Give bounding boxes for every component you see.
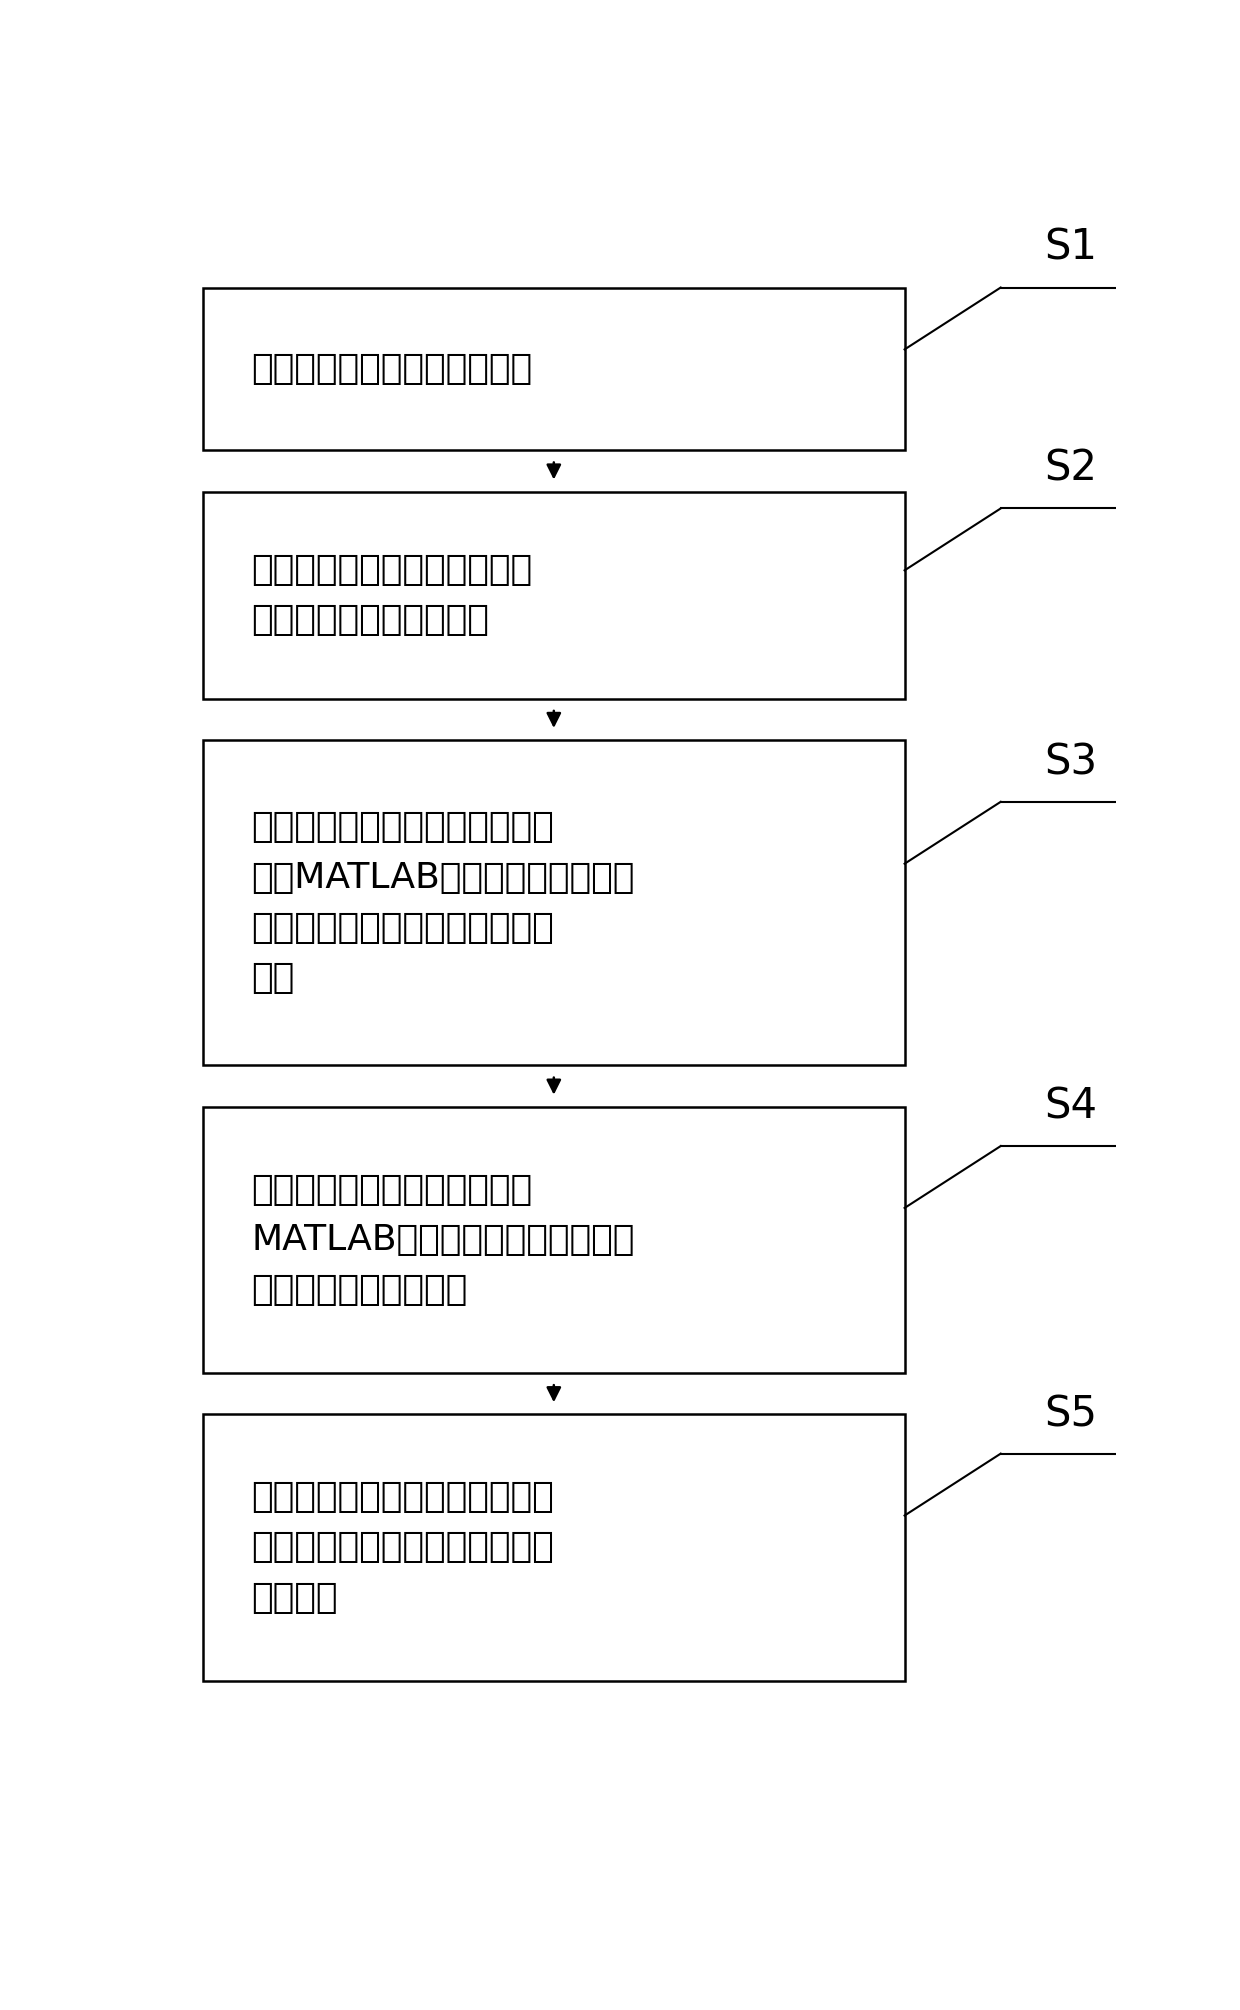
Text: 依据所述三维数据，建立所述
拟建设线路区的三维模型: 依据所述三维数据，建立所述 拟建设线路区的三维模型 — [250, 553, 532, 637]
Text: S4: S4 — [1044, 1085, 1097, 1128]
Bar — [203, 1415, 904, 1680]
Bar — [203, 740, 904, 1065]
Text: 获取拟建设线路区的三维数据: 获取拟建设线路区的三维数据 — [250, 352, 532, 386]
Bar — [203, 287, 904, 450]
Text: S3: S3 — [1044, 742, 1097, 784]
Text: S1: S1 — [1044, 227, 1097, 269]
Bar — [203, 1108, 904, 1373]
Text: 将所述三维模型以及三维数据导
入到MATLAB中，并依据所述三维
数据标注所述三维模型中的地物
类型: 将所述三维模型以及三维数据导 入到MATLAB中，并依据所述三维 数据标注所述三… — [250, 810, 635, 995]
Text: 依据比选原则，将生成的多条可
行线路路径进行比选，最终获得
最优路径: 依据比选原则，将生成的多条可 行线路路径进行比选，最终获得 最优路径 — [250, 1479, 554, 1614]
Text: S2: S2 — [1044, 448, 1097, 490]
Bar — [203, 492, 904, 699]
Text: 依据输电线路设计规则，利用
MATLAB程序在所述三维模型中生
成多条可行的线路路径: 依据输电线路设计规则，利用 MATLAB程序在所述三维模型中生 成多条可行的线路… — [250, 1172, 635, 1306]
Text: S5: S5 — [1044, 1393, 1097, 1435]
